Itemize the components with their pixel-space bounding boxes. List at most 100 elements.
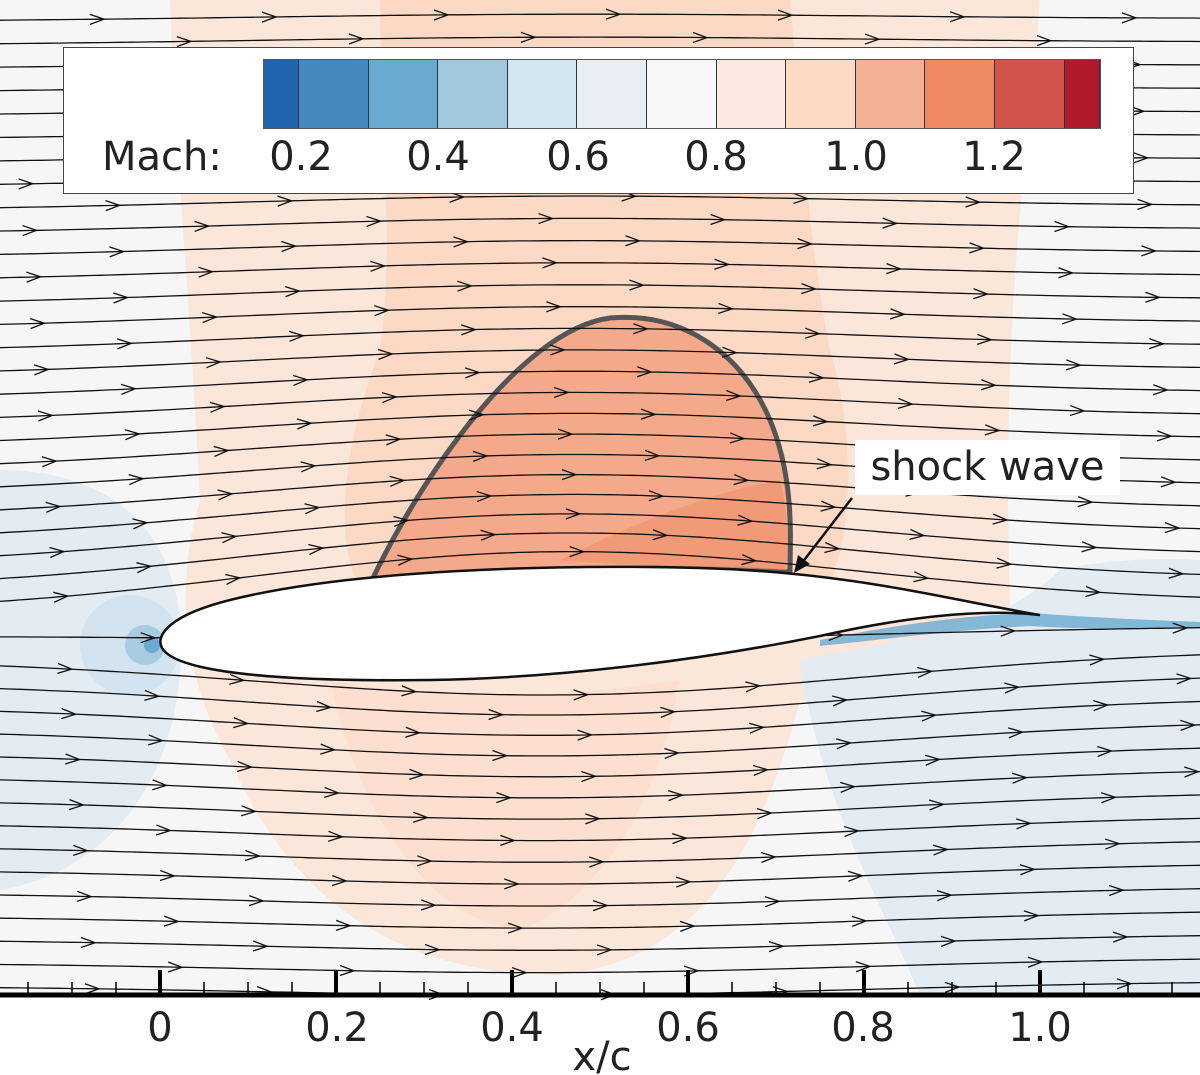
streamline-arrow — [692, 31, 709, 44]
streamline-arrow — [644, 449, 661, 462]
streamline-arrow — [248, 895, 266, 907]
streamline-arrow — [339, 964, 356, 977]
streamline — [0, 284, 1200, 302]
streamline-arrow — [1011, 772, 1029, 784]
streamline-arrow — [69, 798, 86, 811]
colorbar-label: 0.6 — [546, 134, 610, 180]
streamline-arrow — [1054, 220, 1071, 233]
shock-arrow — [797, 497, 853, 569]
streamline-arrow — [768, 940, 785, 953]
colorbar-label: 0.4 — [406, 134, 470, 180]
streamline-arrow — [1104, 838, 1122, 850]
streamline-arrow — [648, 490, 665, 502]
streamline-arrow — [733, 473, 750, 486]
streamline-arrow — [729, 432, 746, 444]
streamline-arrow — [996, 557, 1013, 569]
streamline-arrow — [546, 301, 563, 313]
streamline — [0, 262, 1200, 279]
streamline-arrow — [737, 514, 754, 526]
streamline-arrow — [721, 346, 739, 358]
streamline — [0, 841, 1200, 863]
streamline-arrow — [1097, 745, 1114, 758]
colorbar-label: 0.8 — [684, 134, 748, 180]
streamline-arrow — [1164, 522, 1181, 534]
streamline-arrow — [1004, 682, 1021, 694]
streamline-arrow — [308, 543, 325, 556]
streamline — [0, 864, 1200, 885]
streamline-arrow — [1027, 956, 1044, 968]
streamline-arrow — [61, 708, 78, 720]
streamline-arrow — [500, 834, 517, 847]
streamline-arrow — [457, 280, 474, 292]
streamline-arrow — [1015, 818, 1033, 830]
streamline-arrow — [897, 397, 915, 410]
colorbar-cell — [855, 60, 926, 128]
streamline-arrow — [855, 961, 872, 973]
streamline-arrow — [472, 450, 489, 462]
streamline-arrow — [561, 469, 578, 481]
streamline-arrow — [72, 844, 90, 856]
streamline-arrow — [928, 799, 946, 811]
x-axis-label: x/c — [572, 1034, 632, 1075]
colorbar — [263, 59, 1101, 129]
streamline-arrow — [843, 825, 861, 838]
streamline — [0, 654, 1200, 696]
streamline-arrow — [936, 889, 954, 902]
shock-arrowhead — [794, 555, 810, 573]
streamline-arrow — [675, 876, 693, 888]
streamline-arrow — [420, 899, 438, 911]
streamline — [0, 349, 1200, 372]
streamline-arrow — [331, 875, 349, 887]
streamline — [0, 513, 1200, 557]
colorbar-cell — [368, 60, 439, 128]
streamline-arrow — [725, 389, 743, 402]
streamline-arrow — [824, 541, 841, 554]
streamline-arrow — [969, 242, 986, 254]
streamline-arrow — [237, 760, 254, 773]
streamline-arrow — [53, 591, 70, 603]
colorbar-cell — [1064, 60, 1100, 128]
streamline-arrow — [1152, 384, 1170, 396]
streamline-arrow — [277, 195, 294, 207]
streamline-arrow — [1149, 337, 1166, 350]
streamline-arrow — [76, 890, 94, 902]
streamline-arrow — [909, 528, 926, 541]
streamline-arrow — [225, 573, 242, 585]
streamline-arrow — [592, 900, 610, 912]
streamline-arrow — [585, 813, 602, 825]
colorbar-cell — [299, 60, 369, 128]
streamline-arrow — [105, 200, 122, 212]
streamline-arrow — [148, 734, 165, 746]
streamline-arrow — [205, 357, 223, 369]
streamline-arrow — [201, 311, 219, 324]
colorbar-cell — [577, 60, 647, 128]
streamline-arrow — [124, 429, 142, 441]
streamline-arrow — [1112, 931, 1129, 943]
streamline-arrow — [229, 673, 246, 685]
streamline-arrow — [409, 768, 426, 780]
streamline-arrow — [252, 940, 269, 952]
streamline-arrow — [745, 681, 762, 693]
streamline-arrow — [1184, 766, 1200, 778]
streamline-arrow — [542, 257, 559, 269]
streamline-arrow — [320, 743, 337, 755]
streamline — [0, 532, 1200, 580]
streamline-arrow — [503, 878, 521, 890]
streamline-arrow — [1000, 625, 1017, 637]
streamline-arrow — [453, 236, 470, 248]
colorbar-label: 0.2 — [269, 134, 333, 180]
colorbar-cell — [994, 60, 1065, 128]
tick-label: 0.4 — [480, 1005, 544, 1051]
streamline-arrow — [664, 747, 681, 760]
streamline-arrow — [917, 666, 934, 679]
airfoil — [159, 565, 1041, 682]
streamline-arrow — [492, 749, 509, 762]
streamline-arrow — [832, 695, 849, 707]
streamline-arrow — [1156, 430, 1174, 442]
tick-label: 1.0 — [1008, 1005, 1072, 1051]
streamline-arrow — [116, 338, 134, 350]
streamline-arrow — [1168, 567, 1185, 579]
streamline-arrow — [932, 844, 950, 856]
streamline-arrow — [1172, 622, 1189, 634]
